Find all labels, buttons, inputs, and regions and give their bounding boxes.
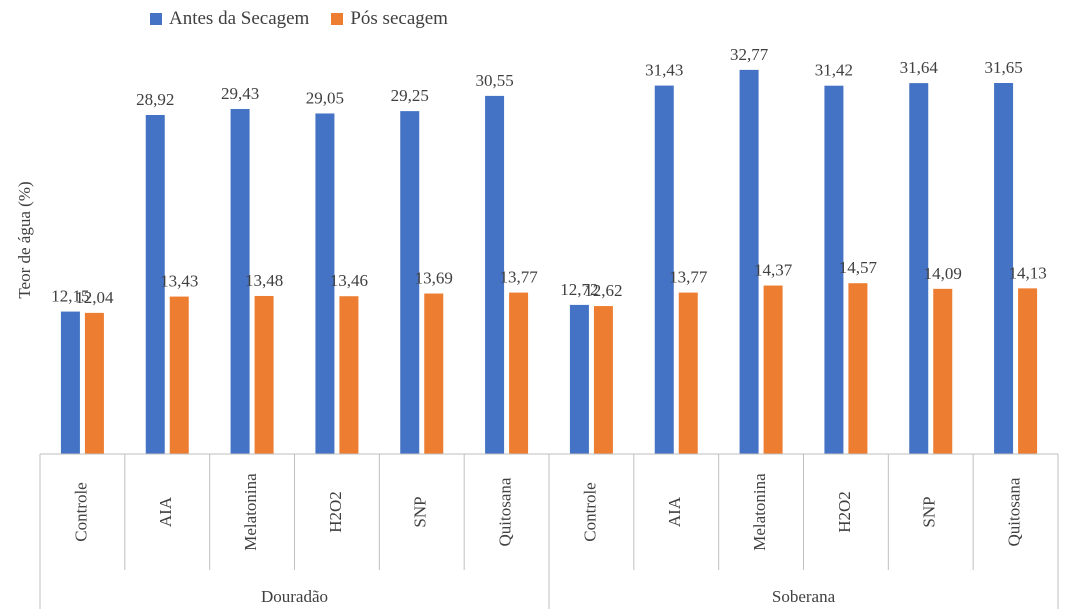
legend-item-series-2: Pós secagem — [331, 8, 448, 30]
group-label-2: Soberana — [772, 587, 836, 606]
bar-2-7 — [593, 306, 613, 454]
data-label-2-10: 14,57 — [839, 258, 878, 277]
legend-label-series-2: Pós secagem — [350, 8, 448, 29]
bar-2-9 — [763, 285, 783, 454]
bar-1-8 — [654, 85, 674, 454]
data-label-1-8: 31,43 — [645, 61, 683, 80]
data-label-2-6: 13,77 — [499, 268, 538, 287]
bar-2-6 — [509, 292, 529, 454]
bar-1-5 — [400, 111, 420, 454]
bar-2-3 — [254, 295, 274, 454]
bar-1-12 — [994, 82, 1014, 454]
legend-swatch-series-1 — [150, 13, 162, 25]
data-label-2-8: 13,77 — [669, 268, 708, 287]
bar-2-12 — [1018, 288, 1038, 454]
data-label-1-1: 12,15 — [51, 287, 89, 306]
x-tick-label-11: SNP — [920, 496, 939, 527]
legend-swatch-series-2 — [331, 13, 344, 25]
data-label-2-11: 14,09 — [924, 264, 962, 283]
data-label-1-7: 12,72 — [560, 280, 598, 299]
bar-1-9 — [739, 69, 759, 454]
x-tick-label-6: Quitosana — [495, 477, 514, 546]
x-tick-label-10: H2O2 — [835, 491, 854, 533]
bar-2-2 — [169, 296, 189, 454]
bar-1-1 — [60, 311, 80, 454]
bar-2-11 — [933, 288, 953, 454]
data-label-2-4: 13,46 — [330, 271, 368, 290]
x-tick-label-12: Quitosana — [1004, 477, 1023, 546]
group-label-1: Douradão — [261, 587, 328, 606]
legend-item-series-1: Antes da Secagem — [150, 8, 309, 30]
bar-1-10 — [824, 85, 844, 454]
bar-1-2 — [145, 114, 165, 455]
bar-1-4 — [315, 113, 335, 455]
x-tick-label-9: Melatonina — [750, 473, 769, 551]
data-label-2-9: 14,37 — [754, 261, 793, 280]
data-label-2-12: 14,13 — [1008, 263, 1046, 282]
data-label-2-1: 12,04 — [75, 288, 114, 307]
legend-label-series-1: Antes da Secagem — [169, 8, 310, 29]
data-label-1-4: 29,05 — [306, 88, 344, 107]
bar-2-4 — [339, 296, 359, 454]
data-label-1-11: 31,64 — [900, 58, 939, 77]
data-label-1-2: 28,92 — [136, 90, 174, 109]
x-tick-label-8: AIA — [665, 496, 684, 527]
bar-2-1 — [84, 312, 104, 454]
x-tick-label-2: AIA — [156, 496, 175, 527]
data-label-1-6: 30,55 — [475, 71, 513, 90]
x-tick-label-5: SNP — [411, 496, 430, 527]
bar-1-7 — [569, 304, 589, 454]
data-label-2-3: 13,48 — [245, 271, 283, 290]
bar-2-5 — [424, 293, 444, 454]
x-tick-label-4: H2O2 — [326, 491, 345, 533]
data-label-1-12: 31,65 — [984, 58, 1022, 77]
data-label-1-10: 31,42 — [815, 61, 853, 80]
data-label-1-9: 32,77 — [730, 45, 769, 64]
bar-2-8 — [678, 292, 698, 454]
bar-1-11 — [909, 83, 929, 454]
x-tick-label-7: Controle — [580, 482, 599, 542]
legend: Antes da Secagem Pós secagem — [150, 8, 448, 30]
bar-2-10 — [848, 283, 868, 454]
data-label-2-5: 13,69 — [415, 269, 453, 288]
y-axis-label: Teor de água (%) — [15, 181, 34, 299]
data-label-2-2: 13,43 — [160, 272, 198, 291]
x-tick-label-1: Controle — [71, 482, 90, 542]
data-label-2-7: 12,62 — [584, 281, 622, 300]
bar-1-6 — [485, 95, 505, 454]
data-label-1-3: 29,43 — [221, 84, 259, 103]
data-label-1-5: 29,25 — [391, 86, 429, 105]
x-tick-label-3: Melatonina — [241, 473, 260, 551]
bar-1-3 — [230, 109, 250, 454]
